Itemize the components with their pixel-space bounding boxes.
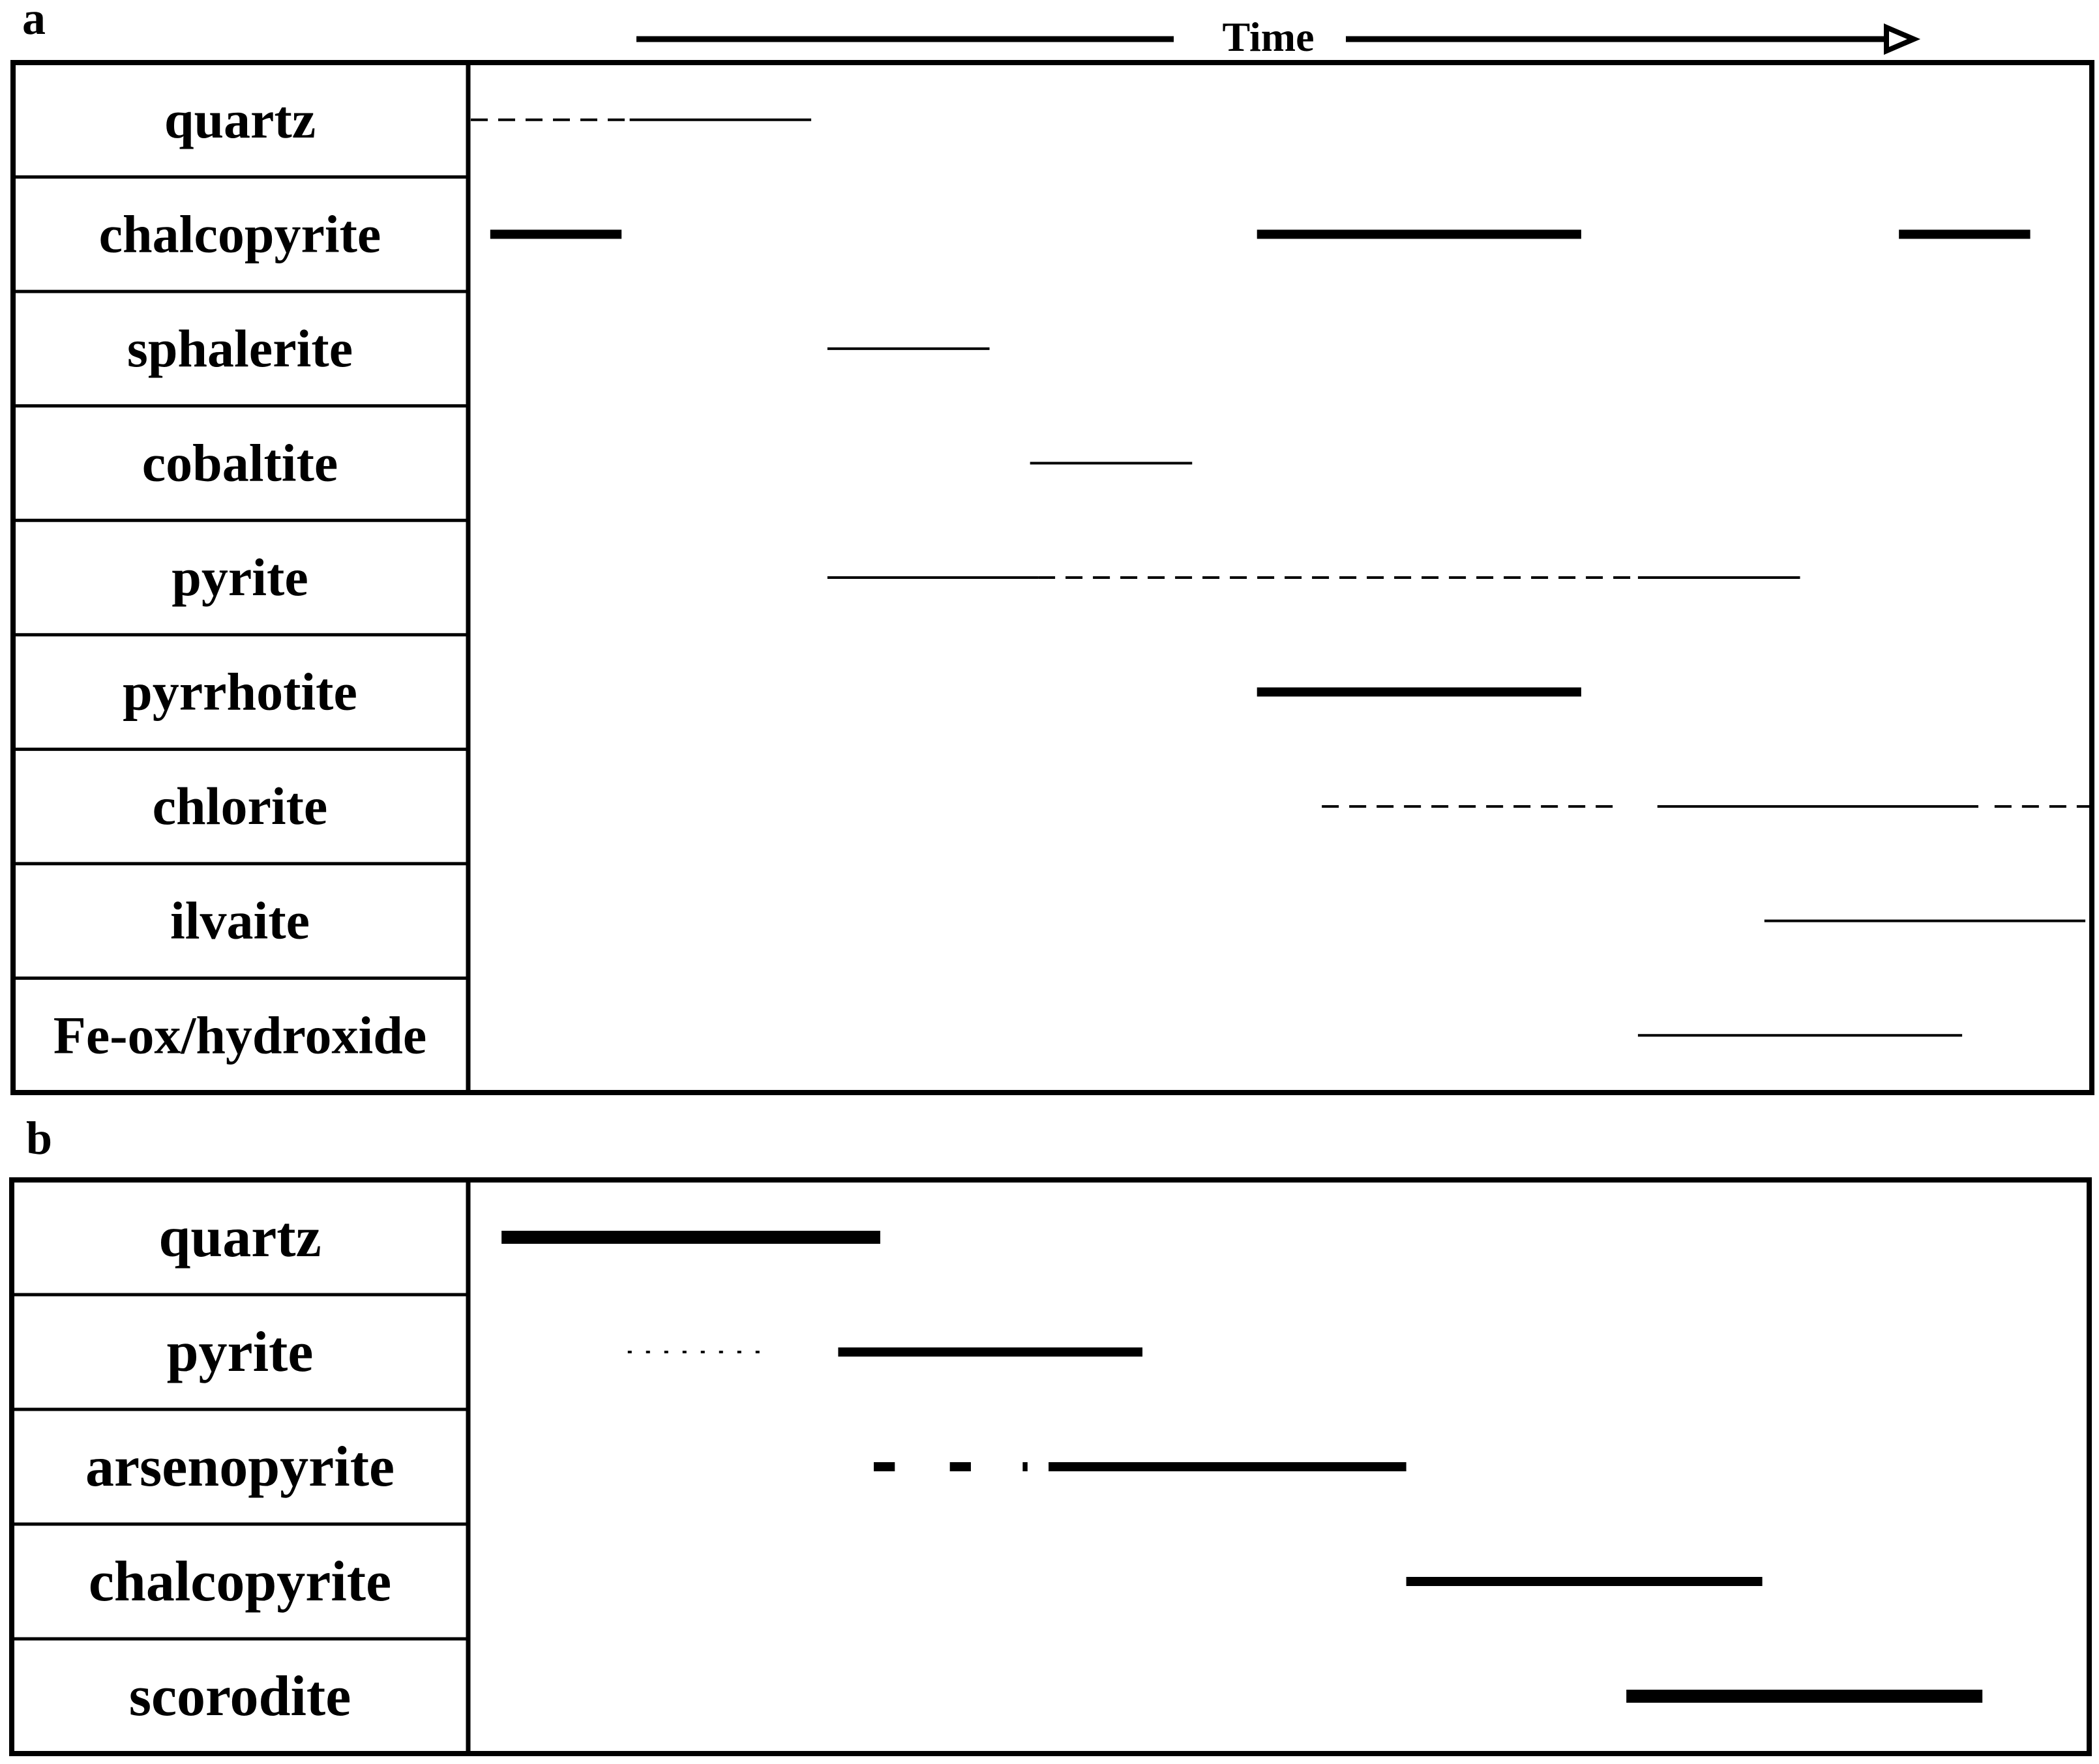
mineral-name-fe-ox-hydroxide: Fe-ox/hydroxide bbox=[53, 1005, 426, 1065]
time-label: Time bbox=[1222, 14, 1314, 60]
mineral-name-pyrite: pyrite bbox=[171, 548, 308, 607]
mineral-name-scorodite: scorodite bbox=[129, 1665, 351, 1728]
mineral-name-chlorite: chlorite bbox=[153, 776, 328, 836]
mineral-name-sphalerite: sphalerite bbox=[127, 319, 353, 378]
panel-b-frame bbox=[9, 1177, 2092, 1756]
mineral-name-ilvaite: ilvaite bbox=[170, 891, 310, 950]
mineral-name-pyrrhotite: pyrrhotite bbox=[123, 662, 357, 722]
mineral-name-quartz: quartz bbox=[164, 90, 316, 149]
time-arrow-head bbox=[1884, 23, 1921, 55]
panel-a-frame bbox=[10, 60, 2094, 1095]
panel-b: b quartz pyrite arsenopyrite chalcopyrite sc… bbox=[9, 1112, 2092, 1756]
mineral-name-cobaltite: cobaltite bbox=[142, 434, 338, 493]
time-arrow: Time bbox=[636, 14, 1921, 60]
mineral-name-quartz: quartz bbox=[158, 1206, 321, 1269]
panel-b-label: b bbox=[26, 1112, 52, 1164]
panel-a: a quartz chalcopyrite sphalerite cobaltite p… bbox=[10, 0, 2094, 1095]
mineral-name-arsenopyrite: arsenopyrite bbox=[85, 1435, 394, 1499]
mineral-name-chalcopyrite: chalcopyrite bbox=[89, 1550, 391, 1613]
mineral-name-pyrite: pyrite bbox=[167, 1321, 314, 1384]
panel-a-label: a bbox=[22, 0, 46, 44]
mineral-name-chalcopyrite: chalcopyrite bbox=[99, 204, 381, 263]
